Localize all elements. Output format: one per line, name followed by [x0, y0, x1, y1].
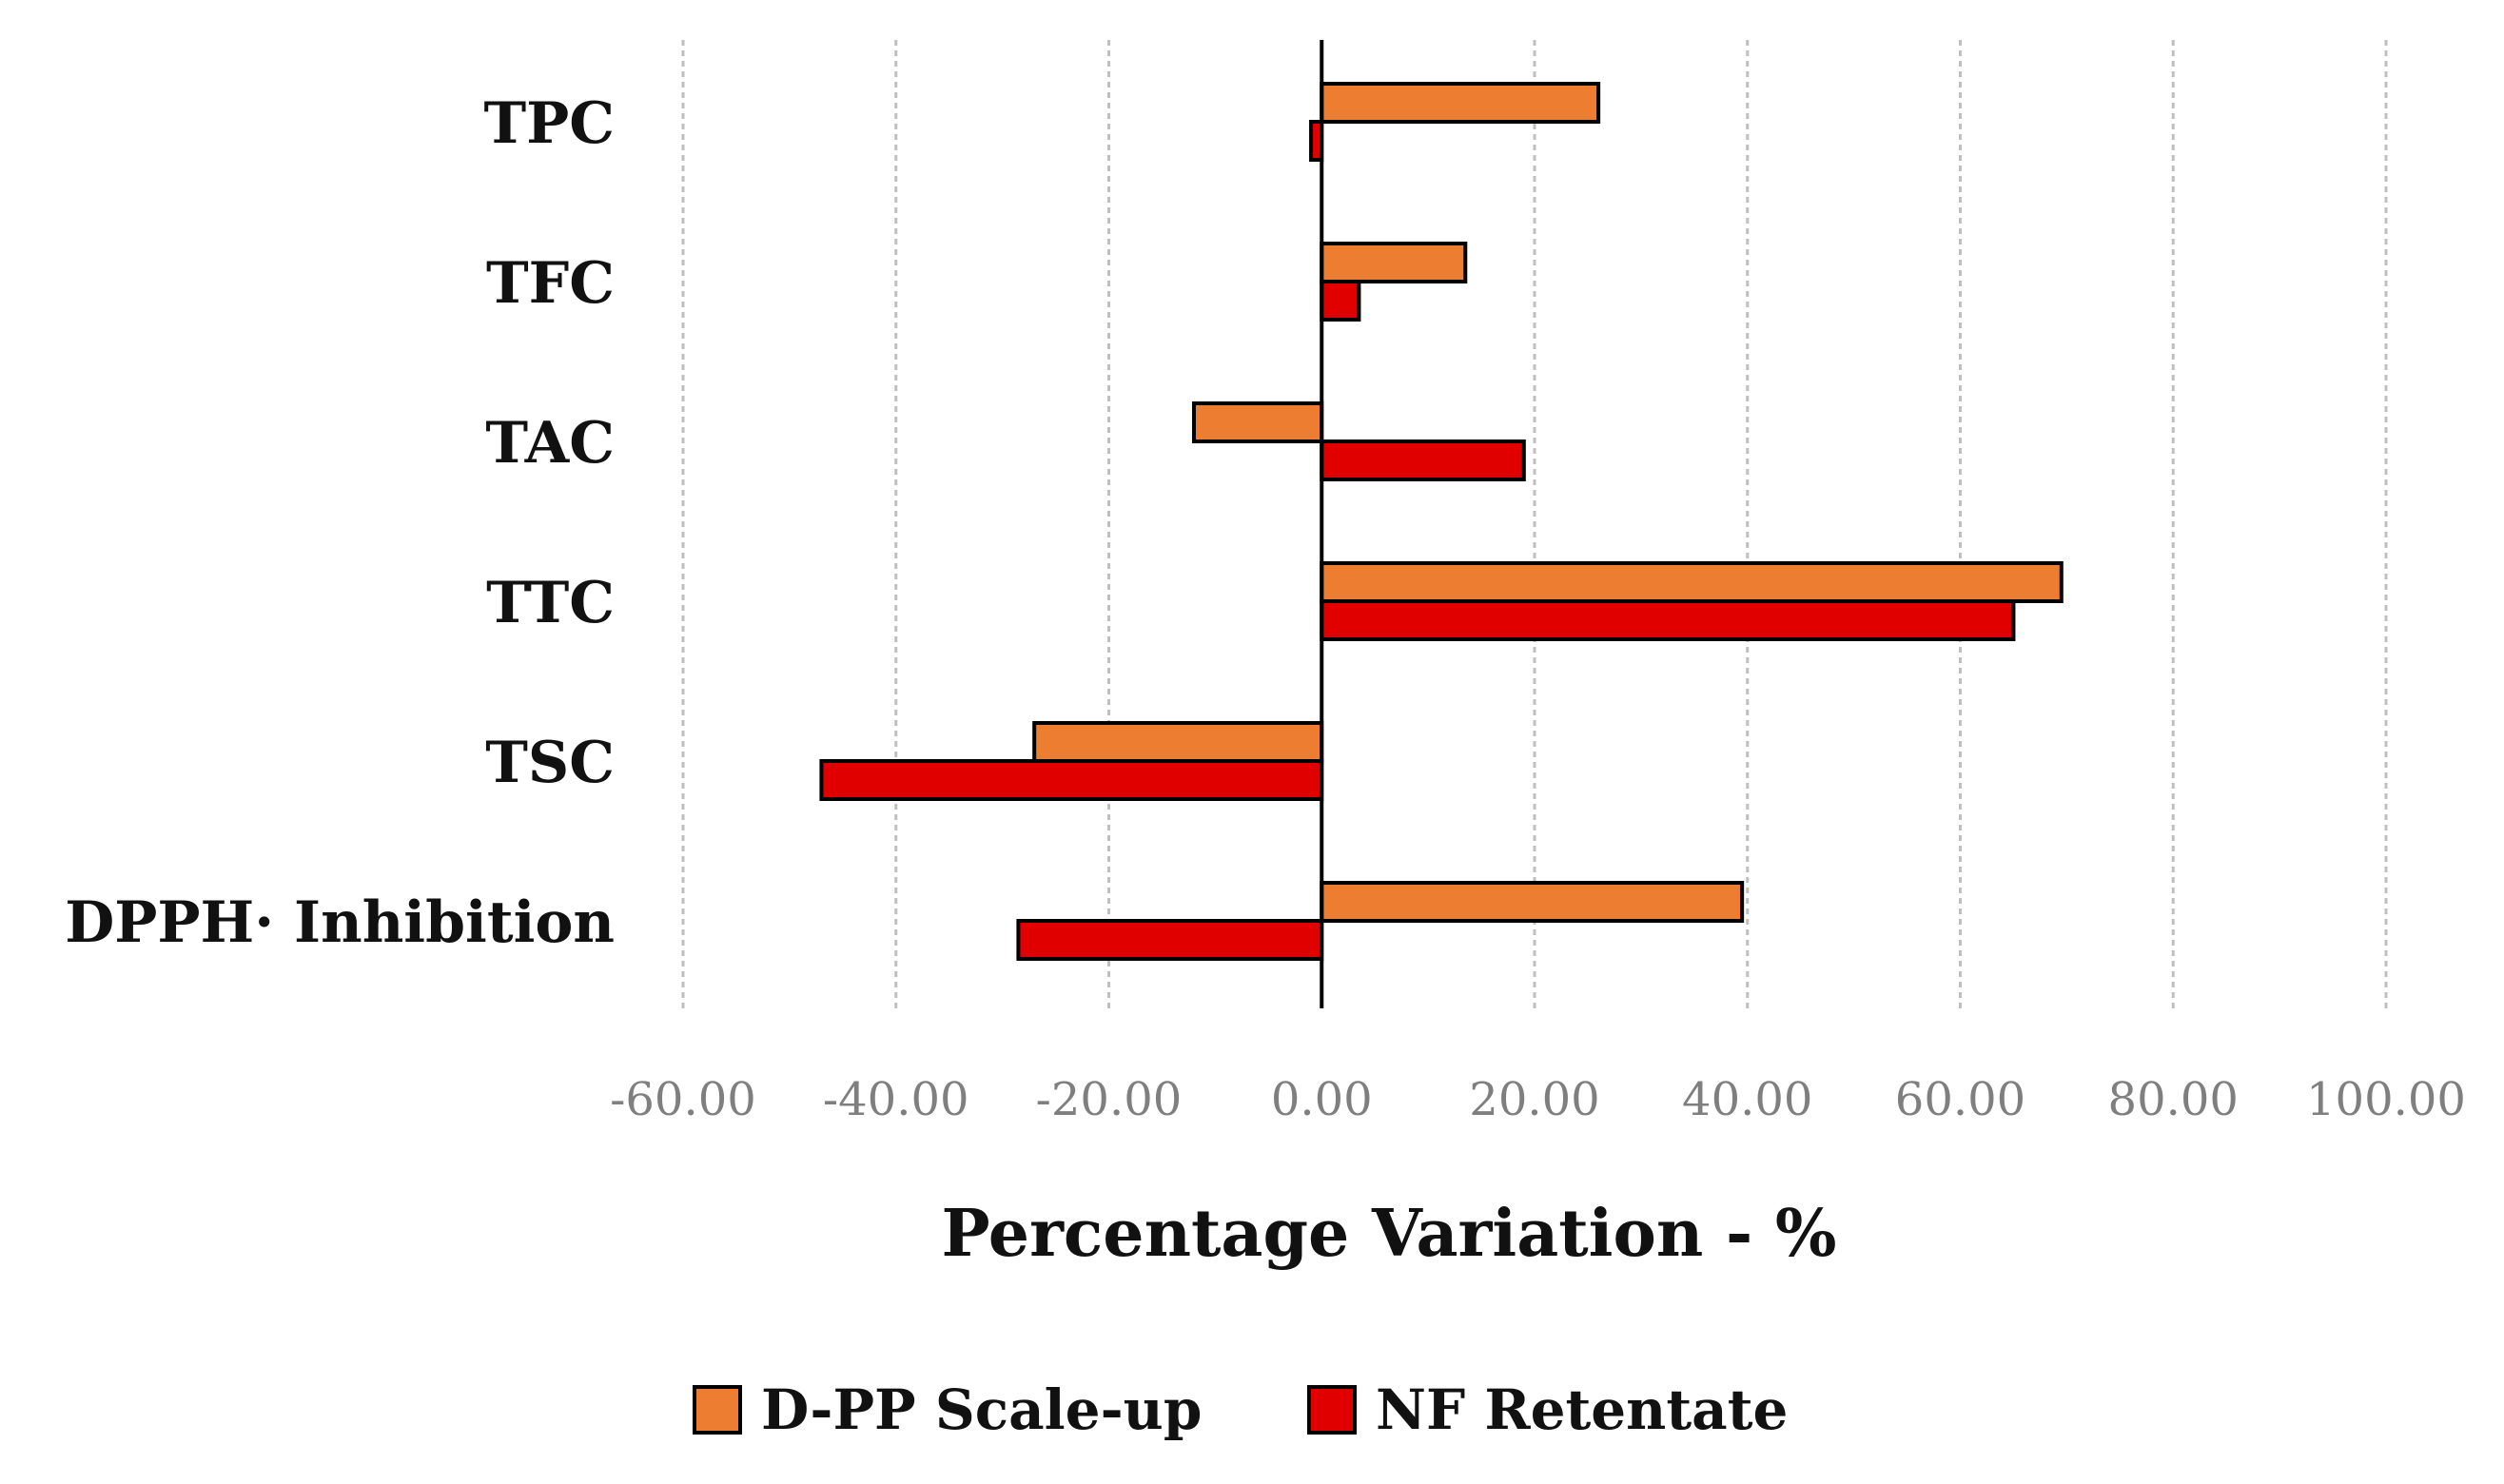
- bar-nf-retentate: [1320, 280, 1361, 322]
- bar-d-pp-scale-up: [1320, 242, 1468, 283]
- x-tick-label: -20.00: [1036, 1073, 1183, 1126]
- bar-nf-retentate: [819, 759, 1324, 801]
- gridlines: [681, 40, 2388, 1008]
- x-axis-title: Percentage Variation - %: [942, 1196, 1837, 1272]
- bar-nf-retentate: [1320, 439, 1526, 481]
- x-tick-label: -40.00: [823, 1073, 969, 1126]
- legend-swatch: [1307, 1385, 1357, 1435]
- bar-d-pp-scale-up: [1032, 721, 1324, 763]
- category-label: TAC: [485, 410, 615, 477]
- bar-d-pp-scale-up: [1320, 561, 2064, 603]
- category-label: TSC: [485, 730, 615, 796]
- bar-d-pp-scale-up: [1192, 401, 1324, 443]
- legend: D-PP Scale-up NF Retentate: [693, 1377, 1788, 1442]
- x-tick-label: 0.00: [1271, 1073, 1373, 1126]
- legend-swatch: [693, 1385, 742, 1435]
- bar-d-pp-scale-up: [1320, 82, 1601, 124]
- bar-nf-retentate: [1320, 599, 2016, 641]
- bar-d-pp-scale-up: [1320, 881, 1745, 923]
- x-tick-label: 40.00: [1682, 1073, 1812, 1126]
- x-tick-label: 80.00: [2108, 1073, 2239, 1126]
- legend-label: D-PP Scale-up: [761, 1377, 1202, 1442]
- x-tick-label: 100.00: [2306, 1073, 2466, 1126]
- category-label: TPC: [483, 90, 615, 157]
- bars: [819, 82, 2064, 961]
- bar-nf-retentate: [1016, 919, 1324, 961]
- legend-label: NF Retentate: [1376, 1377, 1788, 1442]
- category-label: DPPH· Inhibition: [65, 889, 615, 956]
- labels: -60.00 -40.00 -20.00 0.00 20.00 40.00 60.00 80.…: [65, 90, 2466, 1126]
- x-tick-label: 60.00: [1895, 1073, 2025, 1126]
- x-tick-label: 20.00: [1469, 1073, 1599, 1126]
- x-tick-label: -60.00: [610, 1073, 756, 1126]
- category-label: TFC: [486, 250, 615, 317]
- category-label: TTC: [486, 570, 615, 636]
